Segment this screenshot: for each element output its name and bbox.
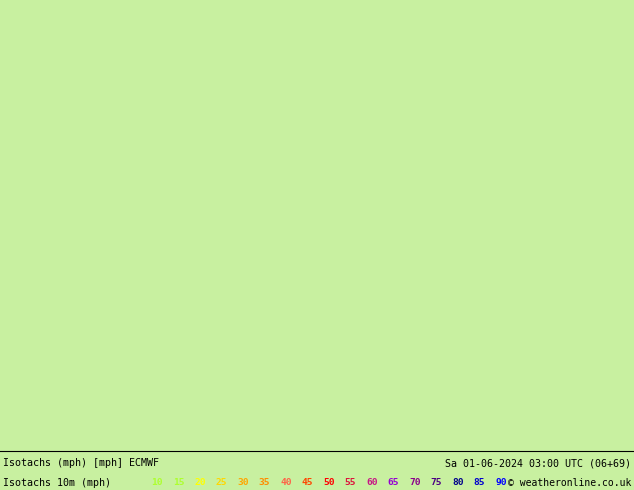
Text: 65: 65 — [388, 478, 399, 487]
Text: 25: 25 — [216, 478, 228, 487]
Text: 85: 85 — [474, 478, 485, 487]
Text: 60: 60 — [366, 478, 378, 487]
Text: 35: 35 — [259, 478, 270, 487]
Text: 45: 45 — [302, 478, 313, 487]
Text: 15: 15 — [173, 478, 184, 487]
Text: 30: 30 — [237, 478, 249, 487]
Text: Isotachs 10m (mph): Isotachs 10m (mph) — [3, 478, 110, 488]
Text: 80: 80 — [452, 478, 463, 487]
Text: Sa 01-06-2024 03:00 UTC (06+69): Sa 01-06-2024 03:00 UTC (06+69) — [446, 458, 631, 468]
Text: 40: 40 — [280, 478, 292, 487]
Text: Isotachs (mph) [mph] ECMWF: Isotachs (mph) [mph] ECMWF — [3, 458, 158, 468]
Text: 70: 70 — [409, 478, 421, 487]
Text: 20: 20 — [195, 478, 206, 487]
Text: © weatheronline.co.uk: © weatheronline.co.uk — [508, 478, 631, 488]
Text: 50: 50 — [323, 478, 335, 487]
Text: 55: 55 — [345, 478, 356, 487]
Text: 10: 10 — [152, 478, 163, 487]
Text: 75: 75 — [430, 478, 442, 487]
Text: 90: 90 — [495, 478, 507, 487]
